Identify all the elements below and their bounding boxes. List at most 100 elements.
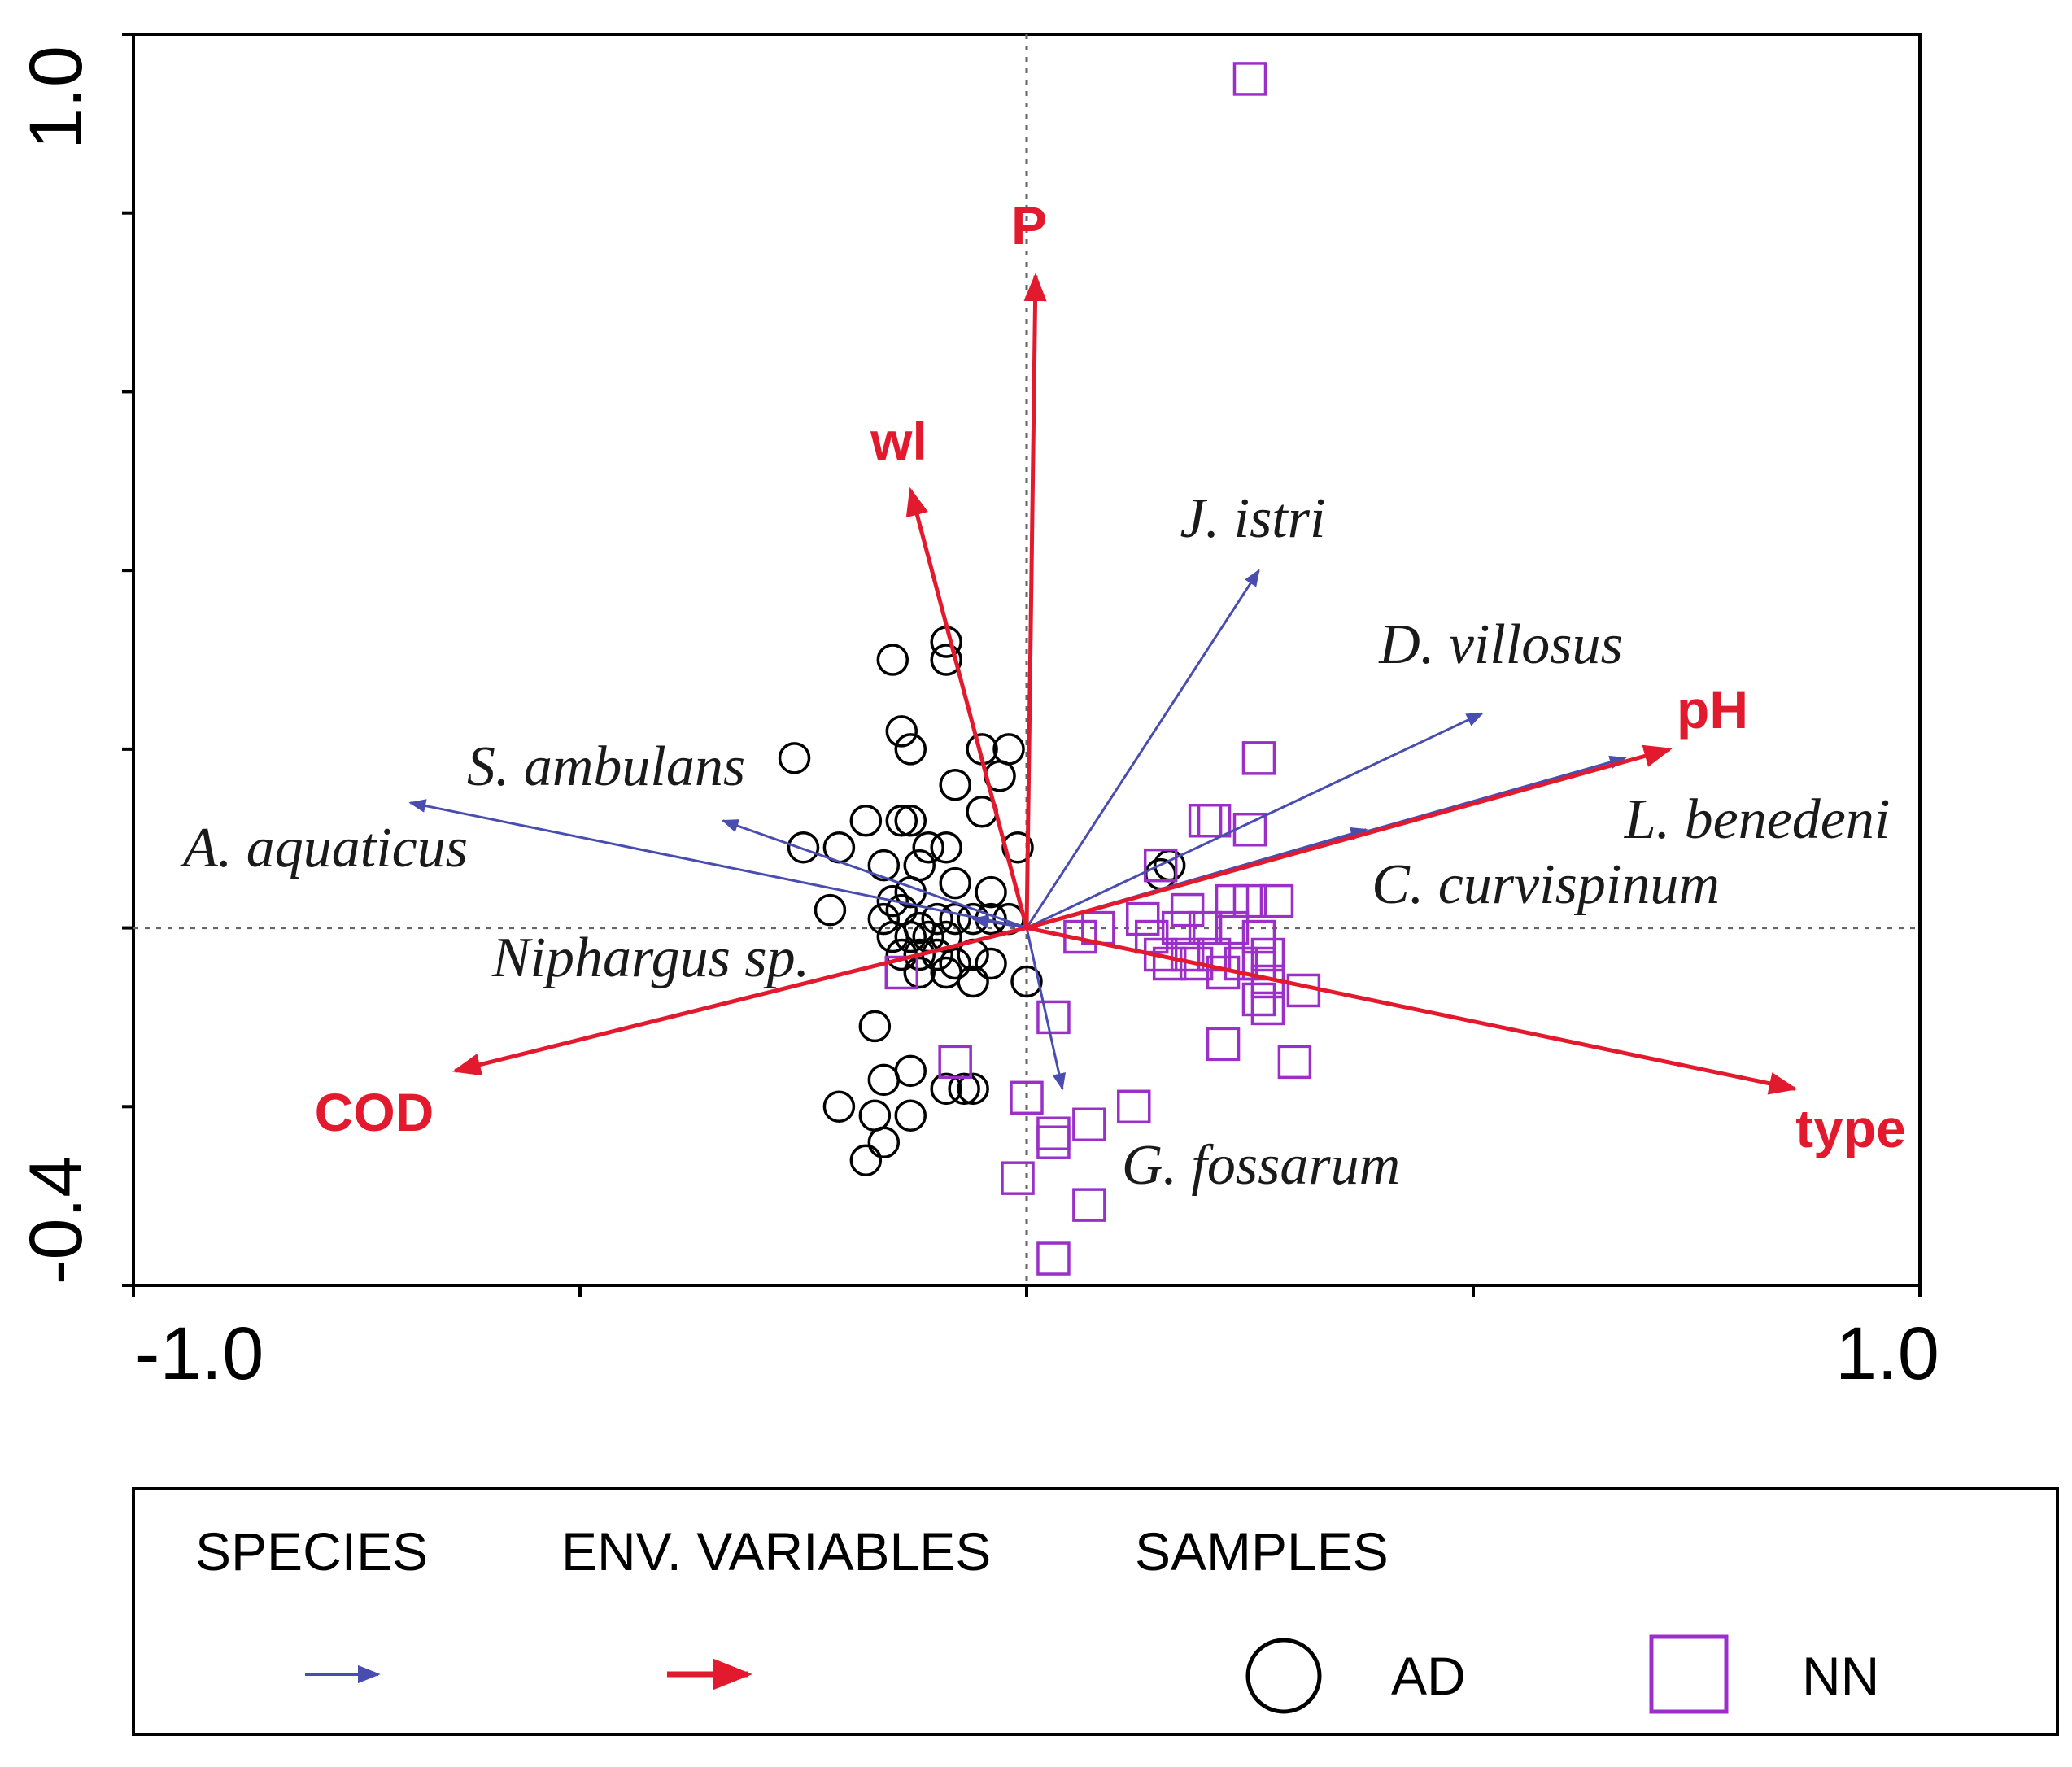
species-label-a-aquaticus: A. aquaticus xyxy=(180,817,468,879)
sample-nn-point xyxy=(1179,946,1214,981)
sample-ad-point xyxy=(939,769,971,801)
sample-nn-point xyxy=(1197,803,1232,838)
axis-ticks xyxy=(122,33,1922,1297)
sample-nn-point xyxy=(1241,919,1276,954)
sample-ad-point xyxy=(930,644,962,676)
sample-ad-point xyxy=(921,902,953,936)
sample-nn-point xyxy=(1277,1045,1312,1080)
sample-ad-point xyxy=(894,1054,927,1088)
y-tick-label-max: 1.0 xyxy=(15,46,98,150)
species-arrow-d-villosus xyxy=(1026,712,1484,929)
species-arrow-a-aquaticus xyxy=(408,799,1027,930)
sample-nn-point xyxy=(1250,991,1285,1026)
env-arrows-group xyxy=(451,273,1798,1095)
sample-nn-point xyxy=(1206,1027,1241,1062)
sample-ad-point xyxy=(975,875,1007,909)
env-label-cod: COD xyxy=(315,1082,434,1142)
env-label-type: type xyxy=(1795,1098,1906,1158)
sample-nn-point xyxy=(1161,910,1196,945)
species-label-c-curvispinum: C. curvispinum xyxy=(1372,853,1720,916)
legend-species-title: SPECIES xyxy=(195,1521,428,1582)
sample-ad-point xyxy=(894,1099,927,1132)
legend-nn-symbol xyxy=(1649,1634,1729,1714)
samples-ad-group xyxy=(778,626,1186,1176)
sample-ad-point xyxy=(939,866,971,900)
sample-nn-point xyxy=(1188,803,1223,838)
sample-ad-point xyxy=(957,965,989,998)
sample-nn-point xyxy=(1232,884,1267,918)
sample-nn-point xyxy=(1001,1161,1035,1195)
sample-nn-point xyxy=(1241,946,1276,981)
sample-nn-point xyxy=(1241,982,1276,1017)
sample-ad-point xyxy=(858,1099,892,1132)
sample-nn-point xyxy=(1036,1116,1071,1150)
legend-ad-label: AD xyxy=(1391,1646,1466,1706)
x-tick-label-max: 1.0 xyxy=(1835,1312,1939,1395)
legend-ad-symbol xyxy=(1245,1638,1322,1714)
species-label-d-villosus: D. villosus xyxy=(1378,613,1622,676)
sample-ad-point xyxy=(822,1090,856,1123)
sample-ad-point xyxy=(849,804,883,837)
sample-ad-point xyxy=(894,804,927,837)
sample-ad-point xyxy=(903,956,936,989)
sample-ad-point xyxy=(957,1072,989,1106)
samples-nn-group xyxy=(884,62,1321,1276)
sample-ad-point xyxy=(867,902,901,936)
sample-nn-point xyxy=(1250,937,1285,972)
env-arrow-wl xyxy=(905,486,1029,929)
species-label-l-benedeni: L. benedeni xyxy=(1624,788,1891,851)
sample-nn-point xyxy=(1072,1188,1106,1222)
sample-ad-point xyxy=(876,884,909,918)
sample-ad-point xyxy=(867,1063,901,1097)
sample-nn-point xyxy=(1117,1089,1151,1124)
sample-ad-point xyxy=(903,938,936,971)
species-label-g-fossarum: G. fossarum xyxy=(1122,1134,1400,1197)
sample-ad-point xyxy=(930,956,962,989)
sample-ad-point xyxy=(885,804,918,837)
sample-nn-point xyxy=(1188,910,1223,945)
sample-ad-point xyxy=(1010,965,1043,998)
sample-nn-point xyxy=(1232,62,1267,96)
legend-samples-title: SAMPLES xyxy=(1135,1521,1389,1582)
sample-nn-point xyxy=(1010,1080,1044,1115)
sample-ad-point xyxy=(885,715,918,748)
sample-nn-point xyxy=(1125,901,1160,936)
species-arrow-s-ambulans xyxy=(721,819,1027,929)
sample-ad-point xyxy=(939,902,971,936)
sample-nn-point xyxy=(1036,1125,1071,1159)
sample-nn-point xyxy=(1241,741,1276,775)
sample-ad-point xyxy=(930,831,962,864)
env-label-p: P xyxy=(1011,195,1047,255)
sample-ad-point xyxy=(867,849,901,882)
sample-ad-point xyxy=(948,1072,980,1106)
sample-ad-point xyxy=(778,742,811,774)
sample-ad-point xyxy=(903,849,936,882)
species-arrow-g-fossarum xyxy=(1025,927,1067,1091)
sample-nn-point xyxy=(1215,910,1250,945)
sample-nn-point xyxy=(1143,848,1178,883)
sample-ad-point xyxy=(876,644,909,676)
sample-nn-point xyxy=(1224,946,1258,981)
sample-nn-point xyxy=(1259,884,1294,918)
sample-ad-point xyxy=(894,733,927,766)
sample-nn-point xyxy=(1170,937,1205,972)
sample-ad-point xyxy=(867,1126,901,1158)
env-arrow-p xyxy=(1023,273,1047,928)
env-label-ph: pH xyxy=(1677,679,1748,740)
sample-nn-point xyxy=(1170,892,1205,927)
sample-ad-point xyxy=(894,920,927,953)
sample-nn-point xyxy=(1286,973,1321,1008)
sample-ad-point xyxy=(1001,831,1034,864)
sample-nn-point xyxy=(1215,884,1250,918)
legend-env-title: ENV. VARIABLES xyxy=(561,1521,991,1582)
sample-ad-point xyxy=(975,947,1007,980)
species-label-s-ambulans: S. ambulans xyxy=(467,735,745,798)
env-arrow-cod xyxy=(451,926,1027,1076)
species-label-j-istri: J. istri xyxy=(1180,487,1326,550)
sample-ad-point xyxy=(876,920,909,953)
sample-nn-point xyxy=(1036,1000,1071,1035)
env-label-wl: wl xyxy=(870,411,927,471)
sample-ad-point xyxy=(912,920,944,953)
sample-nn-point xyxy=(938,1045,972,1080)
